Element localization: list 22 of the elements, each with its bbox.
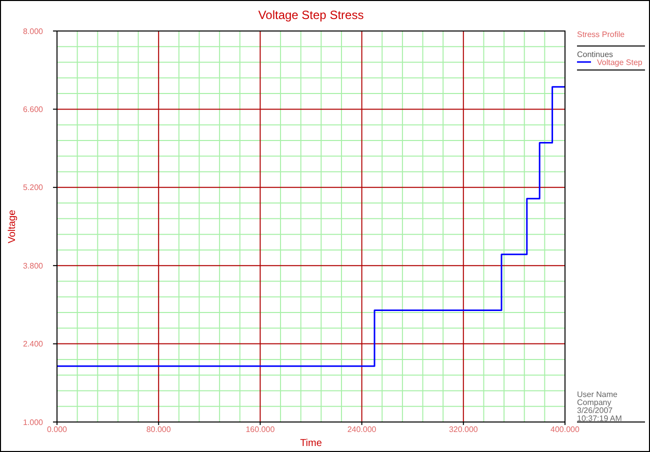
- legend-title: Stress Profile: [577, 30, 626, 39]
- x-tick-label: 160.000: [246, 425, 276, 434]
- y-tick-label: 8.000: [22, 26, 44, 36]
- x-tick-label: 240.000: [347, 425, 377, 434]
- x-tick-label: 320.000: [448, 425, 478, 434]
- legend-label: Voltage Step: [597, 58, 643, 67]
- x-tick-label: 400.000: [550, 425, 580, 434]
- chart-title: Voltage Step Stress: [258, 8, 364, 22]
- text: Company: [577, 398, 612, 407]
- x-tick-label: 80.000: [146, 425, 172, 434]
- x-tick-label: 0.000: [46, 425, 68, 434]
- y-tick-label: 5.200: [22, 183, 44, 192]
- y-tick-label: 3.800: [22, 261, 44, 270]
- text: Continues: [577, 50, 614, 59]
- text: 10:37:19 AM: [577, 414, 622, 423]
- y-tick-label: 2.400: [22, 340, 44, 349]
- y-tick-label: 6.600: [22, 105, 44, 114]
- y-tick-label: 1.000: [22, 418, 44, 427]
- text: User Name: [577, 390, 618, 399]
- text: 3/26/2007: [577, 406, 614, 415]
- y-axis-title: Voltage: [7, 209, 18, 244]
- x-axis-title: Time: [300, 438, 322, 449]
